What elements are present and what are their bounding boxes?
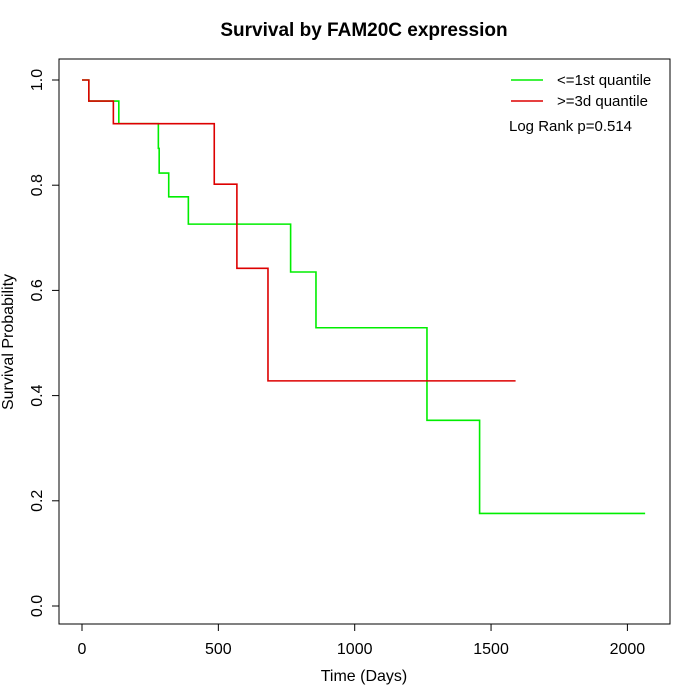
chart-title: Survival by FAM20C expression (220, 20, 507, 41)
x-tick-label: 0 (78, 641, 87, 658)
y-tick-label: 0.6 (29, 279, 46, 301)
y-axis: 0.0 0.2 0.4 0.6 0.8 1.0 (29, 69, 60, 617)
x-tick-label: 500 (205, 641, 232, 658)
y-tick-label: 0.2 (29, 490, 46, 512)
legend-label-1: <=1st quantile (557, 72, 651, 89)
log-rank-annotation: Log Rank p=0.514 (509, 118, 632, 135)
y-tick-label: 1.0 (29, 69, 46, 91)
x-axis-label: Time (Days) (321, 668, 408, 685)
y-tick-label: 0.0 (29, 595, 46, 617)
y-tick-label: 0.4 (29, 384, 46, 406)
y-axis-label: Survival Probability (0, 274, 17, 410)
x-tick-label: 1500 (473, 641, 509, 658)
x-tick-label: 2000 (610, 641, 646, 658)
x-tick-label: 1000 (337, 641, 373, 658)
legend: <=1st quantile >=3d quantile (511, 72, 651, 110)
x-axis: 0 500 1000 1500 2000 (78, 623, 646, 658)
series-line-2 (82, 79, 516, 382)
y-tick-label: 0.8 (29, 174, 46, 196)
series-layer (82, 79, 646, 515)
legend-label-2: >=3d quantile (557, 93, 648, 110)
series-line-1 (82, 79, 646, 515)
